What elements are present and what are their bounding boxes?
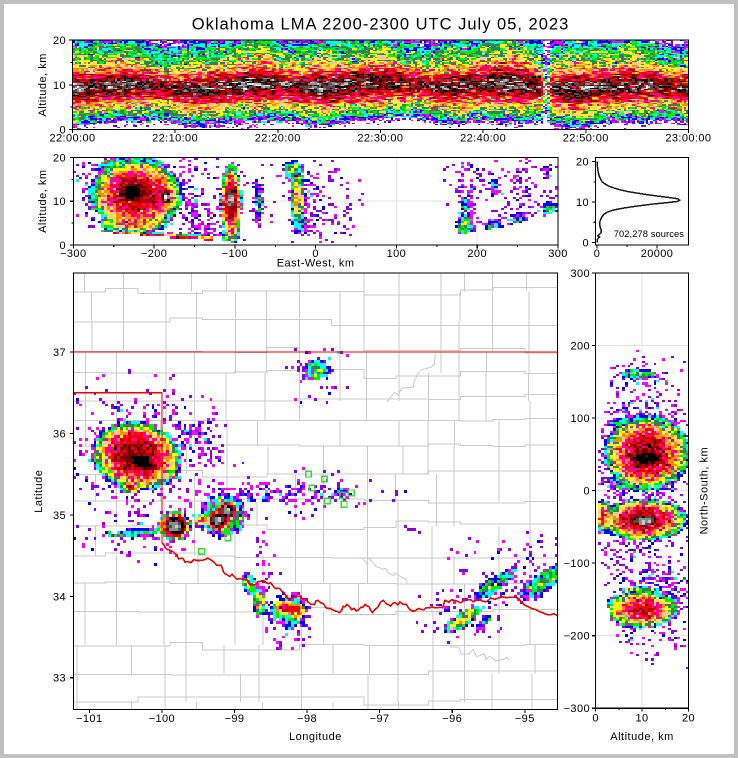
svg-text:−95: −95 (515, 713, 535, 725)
svg-text:22:50:00: 22:50:00 (563, 133, 609, 145)
svg-text:22:00:00: 22:00:00 (49, 133, 95, 145)
svg-text:−100: −100 (149, 713, 175, 725)
svg-text:Altitude, km: Altitude, km (610, 731, 673, 743)
svg-text:East-West, km: East-West, km (277, 258, 355, 270)
svg-text:North-South, km: North-South, km (699, 447, 711, 535)
svg-text:Longitude: Longitude (289, 731, 342, 743)
svg-text:−200: −200 (564, 631, 590, 643)
svg-text:200: 200 (467, 248, 487, 260)
svg-text:36: 36 (53, 428, 66, 440)
svg-text:10: 10 (635, 713, 648, 725)
svg-text:0: 0 (312, 248, 319, 260)
svg-text:0: 0 (592, 713, 599, 725)
svg-text:−96: −96 (442, 713, 462, 725)
svg-text:22:40:00: 22:40:00 (460, 133, 506, 145)
svg-text:100: 100 (387, 248, 407, 260)
svg-text:300: 300 (570, 268, 590, 280)
svg-text:−200: −200 (141, 248, 167, 260)
svg-text:−100: −100 (564, 558, 590, 570)
svg-text:−300: −300 (60, 248, 86, 260)
svg-text:20000: 20000 (641, 248, 674, 260)
svg-text:10: 10 (576, 197, 589, 209)
svg-text:Altitude, km: Altitude, km (37, 53, 49, 116)
svg-text:20: 20 (53, 35, 66, 47)
svg-text:10: 10 (53, 196, 66, 208)
svg-text:20: 20 (576, 157, 589, 169)
svg-text:20: 20 (53, 153, 66, 165)
svg-text:10: 10 (53, 80, 66, 92)
svg-text:Latitude: Latitude (33, 470, 45, 513)
svg-text:Altitude, km: Altitude, km (37, 169, 49, 232)
svg-text:−97: −97 (370, 713, 390, 725)
svg-text:0: 0 (594, 248, 601, 260)
svg-text:0: 0 (583, 486, 590, 498)
svg-text:23:00:00: 23:00:00 (665, 133, 711, 145)
svg-text:−99: −99 (225, 713, 245, 725)
svg-text:22:20:00: 22:20:00 (255, 133, 301, 145)
svg-text:0: 0 (582, 238, 589, 250)
svg-text:300: 300 (548, 248, 568, 260)
svg-text:100: 100 (570, 413, 590, 425)
svg-text:20: 20 (682, 713, 695, 725)
svg-text:0: 0 (59, 125, 66, 137)
svg-text:−300: −300 (564, 703, 590, 715)
svg-text:22:10:00: 22:10:00 (152, 133, 198, 145)
svg-text:22:30:00: 22:30:00 (357, 133, 403, 145)
svg-text:−101: −101 (76, 713, 102, 725)
svg-text:33: 33 (53, 673, 66, 685)
svg-text:−98: −98 (297, 713, 317, 725)
svg-text:−100: −100 (222, 248, 248, 260)
svg-text:34: 34 (53, 591, 66, 603)
svg-text:37: 37 (53, 347, 66, 359)
svg-text:200: 200 (570, 341, 590, 353)
svg-text:35: 35 (53, 510, 66, 522)
svg-text:702,278 sources: 702,278 sources (614, 229, 684, 239)
svg-text:Oklahoma LMA 2200-2300 UTC Jul: Oklahoma LMA 2200-2300 UTC July 05, 2023 (192, 16, 570, 34)
svg-text:0: 0 (59, 240, 66, 252)
